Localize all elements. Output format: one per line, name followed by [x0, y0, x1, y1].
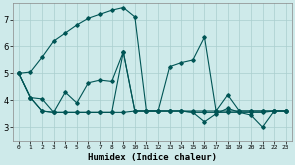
X-axis label: Humidex (Indice chaleur): Humidex (Indice chaleur)	[88, 152, 217, 162]
